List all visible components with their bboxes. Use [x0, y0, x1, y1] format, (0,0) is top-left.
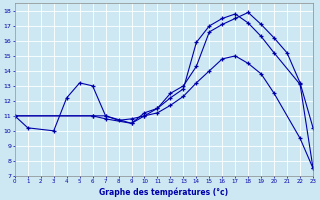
X-axis label: Graphe des températures (°c): Graphe des températures (°c): [100, 187, 228, 197]
